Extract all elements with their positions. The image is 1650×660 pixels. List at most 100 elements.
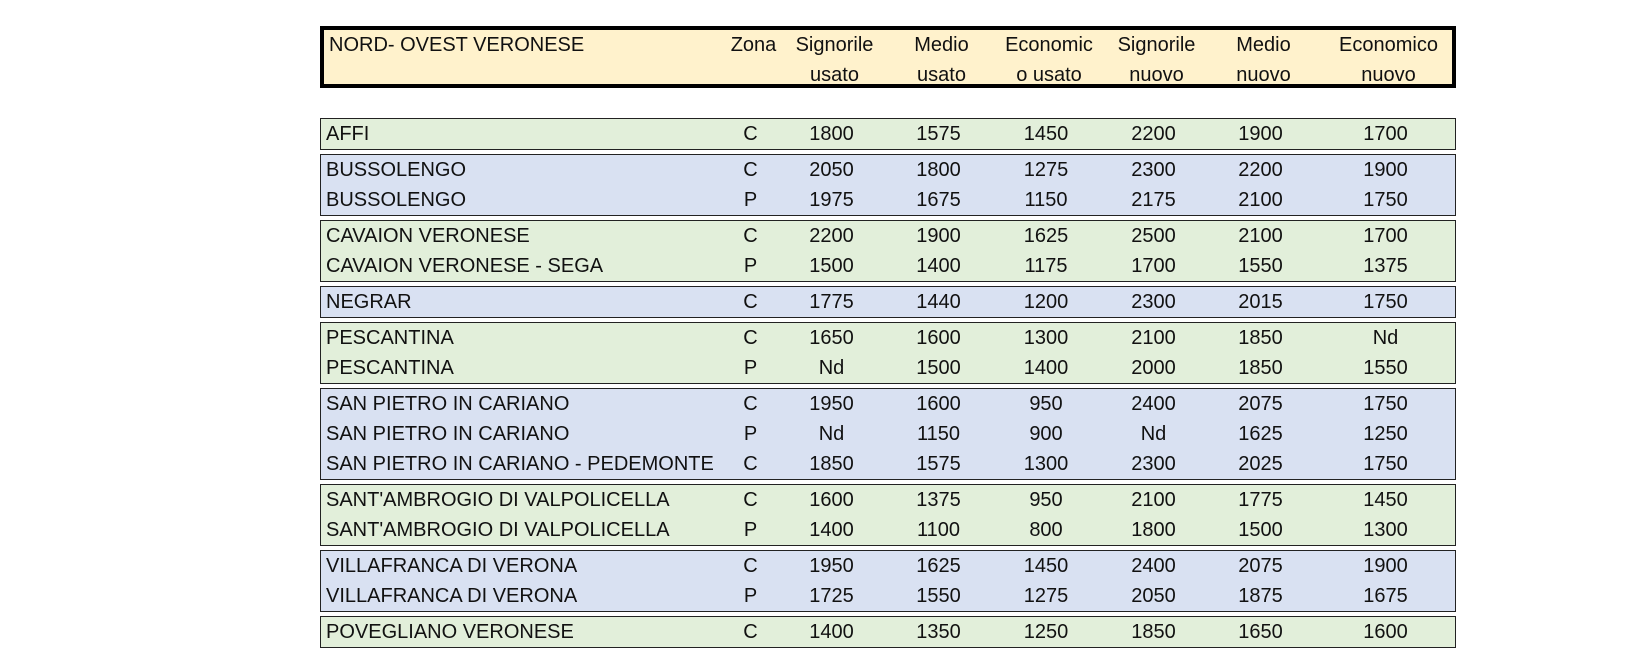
price-cell: 1600 (916, 393, 961, 415)
municipality-name: NEGRAR (326, 291, 412, 313)
col-header-economico-usato: Economic o usato (1005, 34, 1093, 86)
municipality-name: SAN PIETRO IN CARIANO (326, 423, 570, 445)
price-cell: 1550 (916, 585, 961, 607)
municipality-name: VILLAFRANCA DI VERONA (326, 555, 578, 577)
price-cell: 2300 (1131, 453, 1176, 475)
price-cell: 2200 (809, 225, 854, 247)
price-cell: 2015 (1238, 291, 1283, 313)
table-row: SAN PIETRO IN CARIANO P Nd 1150 900 Nd 1625 125… (321, 419, 1455, 449)
price-cell: 1300 (1363, 519, 1408, 541)
price-cell: 1400 (809, 621, 854, 643)
price-cell: 2200 (1131, 123, 1176, 145)
price-cell: 1650 (1238, 621, 1283, 643)
price-cell: 2050 (1131, 585, 1176, 607)
row-group: POVEGLIANO VERONESE C 1400 1350 1250 1850 1650… (320, 616, 1456, 648)
price-cell: 1450 (1023, 123, 1069, 145)
price-cell: 1600 (809, 489, 854, 511)
row-group: PESCANTINA C 1650 1600 1300 2100 1850 Nd PESCANT… (320, 322, 1456, 384)
table-row: BUSSOLENGO C 2050 1800 1275 2300 2200 1900 (321, 155, 1455, 185)
price-cell: 900 (1029, 423, 1063, 445)
price-cell: 1900 (1363, 159, 1408, 181)
zona-cell: C (743, 327, 758, 349)
price-cell: 1950 (809, 393, 854, 415)
municipality-name: SAN PIETRO IN CARIANO - PEDEMONTE (326, 453, 714, 475)
table-row: SAN PIETRO IN CARIANO C 1950 1600 950 2400 207… (321, 389, 1455, 419)
price-cell: 800 (1029, 519, 1063, 541)
price-cell: 1275 (1023, 159, 1069, 181)
row-group: SAN PIETRO IN CARIANO C 1950 1600 950 2400 207… (320, 388, 1456, 480)
price-cell: 1950 (809, 555, 854, 577)
price-cell: 1850 (809, 453, 854, 475)
table-body: AFFI C 1800 1575 1450 2200 1900 1700 BUSSOLENGO C… (320, 118, 1456, 648)
municipality-name: BUSSOLENGO (326, 159, 467, 181)
price-cell: 1625 (1238, 423, 1283, 445)
price-cell: 1400 (809, 519, 854, 541)
table-row: SAN PIETRO IN CARIANO - PEDEMONTE C 1850 15… (321, 449, 1455, 479)
price-cell: 1750 (1363, 453, 1408, 475)
municipality-name: SANT'AMBROGIO DI VALPOLICELLA (326, 519, 670, 541)
price-cell: 1650 (809, 327, 854, 349)
zona-cell: C (743, 123, 758, 145)
price-cell: 1600 (1363, 621, 1408, 643)
price-cell: 1100 (916, 519, 960, 541)
price-cell: 2300 (1131, 291, 1176, 313)
price-cell: 1450 (1023, 555, 1069, 577)
price-cell: 950 (1029, 489, 1063, 511)
price-cell: 1400 (916, 255, 961, 277)
price-cell: 2175 (1131, 189, 1176, 211)
price-cell: 2000 (1131, 357, 1176, 379)
row-group: NEGRAR C 1775 1440 1200 2300 2015 1750 (320, 286, 1456, 318)
price-cell: 1450 (1363, 489, 1408, 511)
price-cell: 1775 (1238, 489, 1283, 511)
price-cell: 1850 (1131, 621, 1176, 643)
municipality-name: SAN PIETRO IN CARIANO (326, 393, 570, 415)
zona-cell: P (743, 189, 758, 211)
price-cell: 1500 (916, 357, 961, 379)
price-cell: 1600 (916, 327, 961, 349)
price-cell: 1250 (1023, 621, 1069, 643)
row-group: VILLAFRANCA DI VERONA C 1950 1625 1450 2400 20… (320, 550, 1456, 612)
zona-header: Zona (730, 34, 777, 56)
price-cell: 2050 (809, 159, 854, 181)
table-row: AFFI C 1800 1575 1450 2200 1900 1700 (321, 119, 1455, 149)
zona-cell: C (743, 453, 758, 475)
zona-cell: P (743, 357, 758, 379)
price-cell: 1775 (809, 291, 854, 313)
table-row: BUSSOLENGO P 1975 1675 1150 2175 2100 1750 (321, 185, 1455, 215)
price-cell: 1700 (1131, 255, 1176, 277)
price-cell: 1350 (916, 621, 961, 643)
price-cell: 1150 (1024, 189, 1068, 211)
table-row: NEGRAR C 1775 1440 1200 2300 2015 1750 (321, 287, 1455, 317)
table-row: CAVAION VERONESE - SEGA P 1500 1400 1175 1700… (321, 251, 1455, 281)
municipality-name: BUSSOLENGO (326, 189, 467, 211)
price-cell: 1175 (1024, 255, 1068, 277)
price-cell: 2100 (1238, 225, 1283, 247)
municipality-name: CAVAION VERONESE - SEGA (326, 255, 604, 277)
municipality-name: POVEGLIANO VERONESE (326, 621, 574, 643)
price-cell: 1800 (809, 123, 854, 145)
price-table: NORD- OVEST VERONESE Zona Signorile usato… (320, 26, 1456, 648)
price-cell: 1700 (1363, 225, 1408, 247)
price-cell: 1900 (1363, 555, 1408, 577)
price-cell: 1850 (1238, 327, 1283, 349)
price-cell: 1725 (809, 585, 854, 607)
price-cell: 1275 (1023, 585, 1069, 607)
price-cell: 2100 (1131, 489, 1176, 511)
municipality-name: AFFI (326, 123, 370, 145)
price-cell: 1625 (916, 555, 961, 577)
table-row: POVEGLIANO VERONESE C 1400 1350 1250 1850 1650… (321, 617, 1455, 647)
price-cell: 1300 (1023, 453, 1069, 475)
price-cell: 1900 (1238, 123, 1283, 145)
price-cell: 1750 (1363, 189, 1408, 211)
price-cell: 1550 (1238, 255, 1283, 277)
price-cell: Nd (818, 423, 845, 445)
price-cell: 1575 (916, 123, 961, 145)
zona-cell: C (743, 555, 758, 577)
col-header-medio-usato: Medio usato (914, 34, 969, 86)
price-cell: 1750 (1363, 393, 1408, 415)
price-cell: 1375 (1363, 255, 1408, 277)
zona-cell: C (743, 159, 758, 181)
price-cell: Nd (818, 357, 845, 379)
col-header-economico-nuovo: Economico nuovo (1339, 34, 1438, 86)
price-cell: 950 (1029, 393, 1063, 415)
